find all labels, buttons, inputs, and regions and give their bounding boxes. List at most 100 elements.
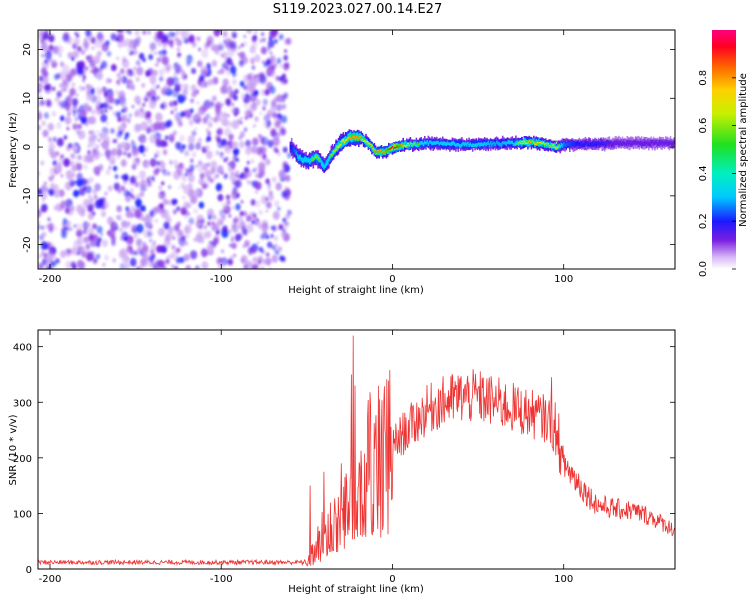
- signal-track-cell: [371, 145, 373, 147]
- noise-speckle: [158, 121, 166, 131]
- noise-speckle: [76, 33, 80, 38]
- noise-speckle: [123, 262, 130, 269]
- noise-speckle: [188, 143, 195, 151]
- signal-track-cell: [589, 142, 591, 146]
- noise-speckle: [155, 96, 159, 100]
- signal-track-cell: [377, 149, 379, 152]
- noise-speckle: [131, 104, 135, 109]
- signal-track-cell: [300, 157, 303, 162]
- signal-track-cell: [370, 144, 372, 148]
- noise-speckle: [254, 54, 261, 62]
- noise-speckle: [220, 53, 224, 58]
- noise-speckle: [89, 197, 94, 204]
- noise-speckle: [217, 193, 224, 202]
- noise-speckle: [71, 98, 79, 107]
- noise-speckle: [227, 47, 235, 57]
- noise-speckle: [272, 210, 280, 220]
- noise-speckle: [165, 63, 172, 71]
- signal-track-cell: [360, 135, 362, 140]
- noise-speckle: [161, 49, 167, 56]
- noise-speckle: [165, 258, 170, 264]
- noise-speckle: [270, 105, 277, 114]
- noise-speckle: [173, 130, 177, 136]
- noise-speckle: [220, 85, 228, 94]
- signal-track-cell: [495, 140, 498, 144]
- noise-speckle: [183, 253, 190, 262]
- noise-speckle: [169, 160, 174, 165]
- noise-speckle: [158, 259, 165, 269]
- signal-track-cell: [507, 139, 510, 145]
- noise-speckle: [101, 42, 109, 52]
- signal-track-cell: [575, 142, 577, 146]
- noise-speckle: [38, 111, 43, 121]
- signal-track-cell: [440, 141, 443, 149]
- noise-speckle: [132, 196, 135, 200]
- noise-speckle: [120, 141, 127, 150]
- noise-speckle: [221, 103, 224, 107]
- signal-track-cell: [555, 147, 558, 149]
- noise-speckle: [198, 178, 205, 186]
- signal-track-cell: [379, 149, 382, 152]
- noise-speckle: [191, 41, 197, 48]
- noise-speckle: [247, 145, 252, 151]
- noise-speckle: [184, 241, 189, 247]
- noise-speckle: [188, 34, 195, 44]
- noise-speckle: [121, 75, 128, 84]
- noise-speckle: [182, 185, 190, 194]
- noise-speckle: [231, 31, 238, 39]
- signal-track-cell: [416, 143, 419, 148]
- noise-speckle: [122, 220, 130, 230]
- noise-speckle: [105, 94, 112, 103]
- signal-track-cell: [422, 142, 425, 147]
- signal-track-cell: [420, 141, 422, 148]
- noise-speckle: [212, 95, 217, 102]
- noise-speckle: [47, 122, 54, 131]
- signal-track-cell: [627, 141, 630, 146]
- noise-speckle: [76, 179, 83, 188]
- noise-speckle: [257, 255, 263, 263]
- noise-speckle: [131, 147, 139, 157]
- noise-speckle: [231, 224, 239, 233]
- signal-track-cell: [431, 141, 433, 146]
- noise-speckle: [187, 202, 192, 209]
- noise-speckle: [73, 224, 77, 228]
- noise-speckle: [187, 135, 195, 145]
- signal-track-cell: [582, 143, 584, 147]
- signal-track-cell: [311, 155, 313, 161]
- noise-speckle: [253, 89, 259, 96]
- signal-track-cell: [456, 142, 458, 147]
- signal-track-cell: [546, 143, 548, 148]
- signal-track-cell: [545, 142, 547, 147]
- noise-speckle: [274, 120, 281, 128]
- signal-track-cell: [349, 135, 352, 140]
- noise-speckle: [76, 172, 83, 181]
- signal-track-cell: [434, 141, 437, 145]
- signal-track-cell: [418, 143, 420, 147]
- signal-track-cell: [342, 138, 345, 142]
- noise-speckle: [181, 95, 187, 102]
- signal-track-cell: [389, 148, 391, 150]
- snr-panel: -200 -100 0 100 0 100 200 300 400 Height of str…: [8, 329, 676, 595]
- noise-speckle: [176, 247, 181, 253]
- noise-speckle: [80, 115, 88, 125]
- signal-track-cell: [533, 142, 535, 144]
- signal-track-cell: [316, 155, 318, 158]
- noise-speckle: [154, 86, 157, 90]
- snr-series-line: [38, 335, 675, 567]
- noise-speckle: [123, 236, 128, 242]
- noise-speckle: [50, 252, 57, 261]
- noise-speckle: [154, 31, 158, 36]
- noise-speckle: [250, 159, 255, 164]
- signal-track-cell: [459, 144, 462, 148]
- top-x-ticks: -200 -100 0 100: [39, 30, 573, 285]
- signal-track-cell: [570, 144, 572, 148]
- noise-speckle: [138, 144, 146, 154]
- noise-speckle: [188, 119, 194, 126]
- signal-track-cell: [529, 141, 531, 143]
- noise-speckle: [160, 139, 167, 148]
- noise-speckle: [206, 128, 210, 133]
- signal-track-cell: [617, 140, 619, 145]
- signal-track-cell: [566, 142, 569, 146]
- signal-track-cell: [469, 142, 472, 146]
- signal-track-cell: [424, 140, 426, 145]
